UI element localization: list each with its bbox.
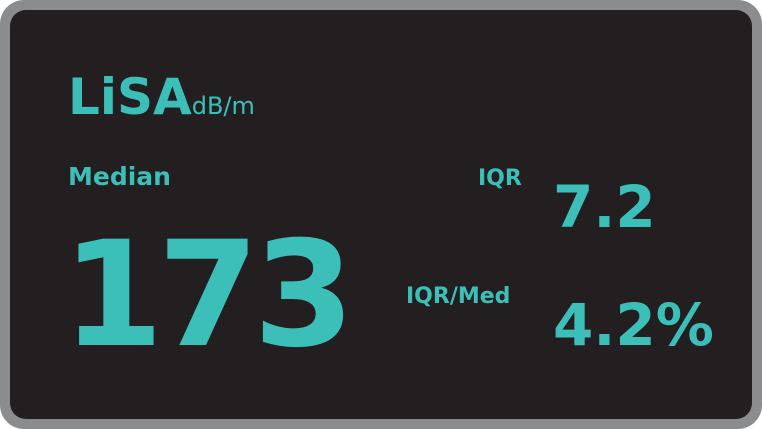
iqr-label: IQR	[478, 166, 522, 191]
iqr-value: 7.2	[553, 173, 656, 241]
measurement-panel: LiSAdB/m Median 173 IQR 7.2 IQR/Med 4.2%	[10, 10, 752, 419]
title: LiSAdB/m	[68, 72, 255, 122]
median-label: Median	[68, 162, 171, 191]
iqr-med-value: 4.2%	[553, 291, 714, 359]
iqr-med-label: IQR/Med	[406, 284, 511, 309]
title-text: LiSA	[68, 68, 192, 126]
unit-label: dB/m	[191, 92, 255, 120]
median-value: 173	[62, 210, 355, 380]
